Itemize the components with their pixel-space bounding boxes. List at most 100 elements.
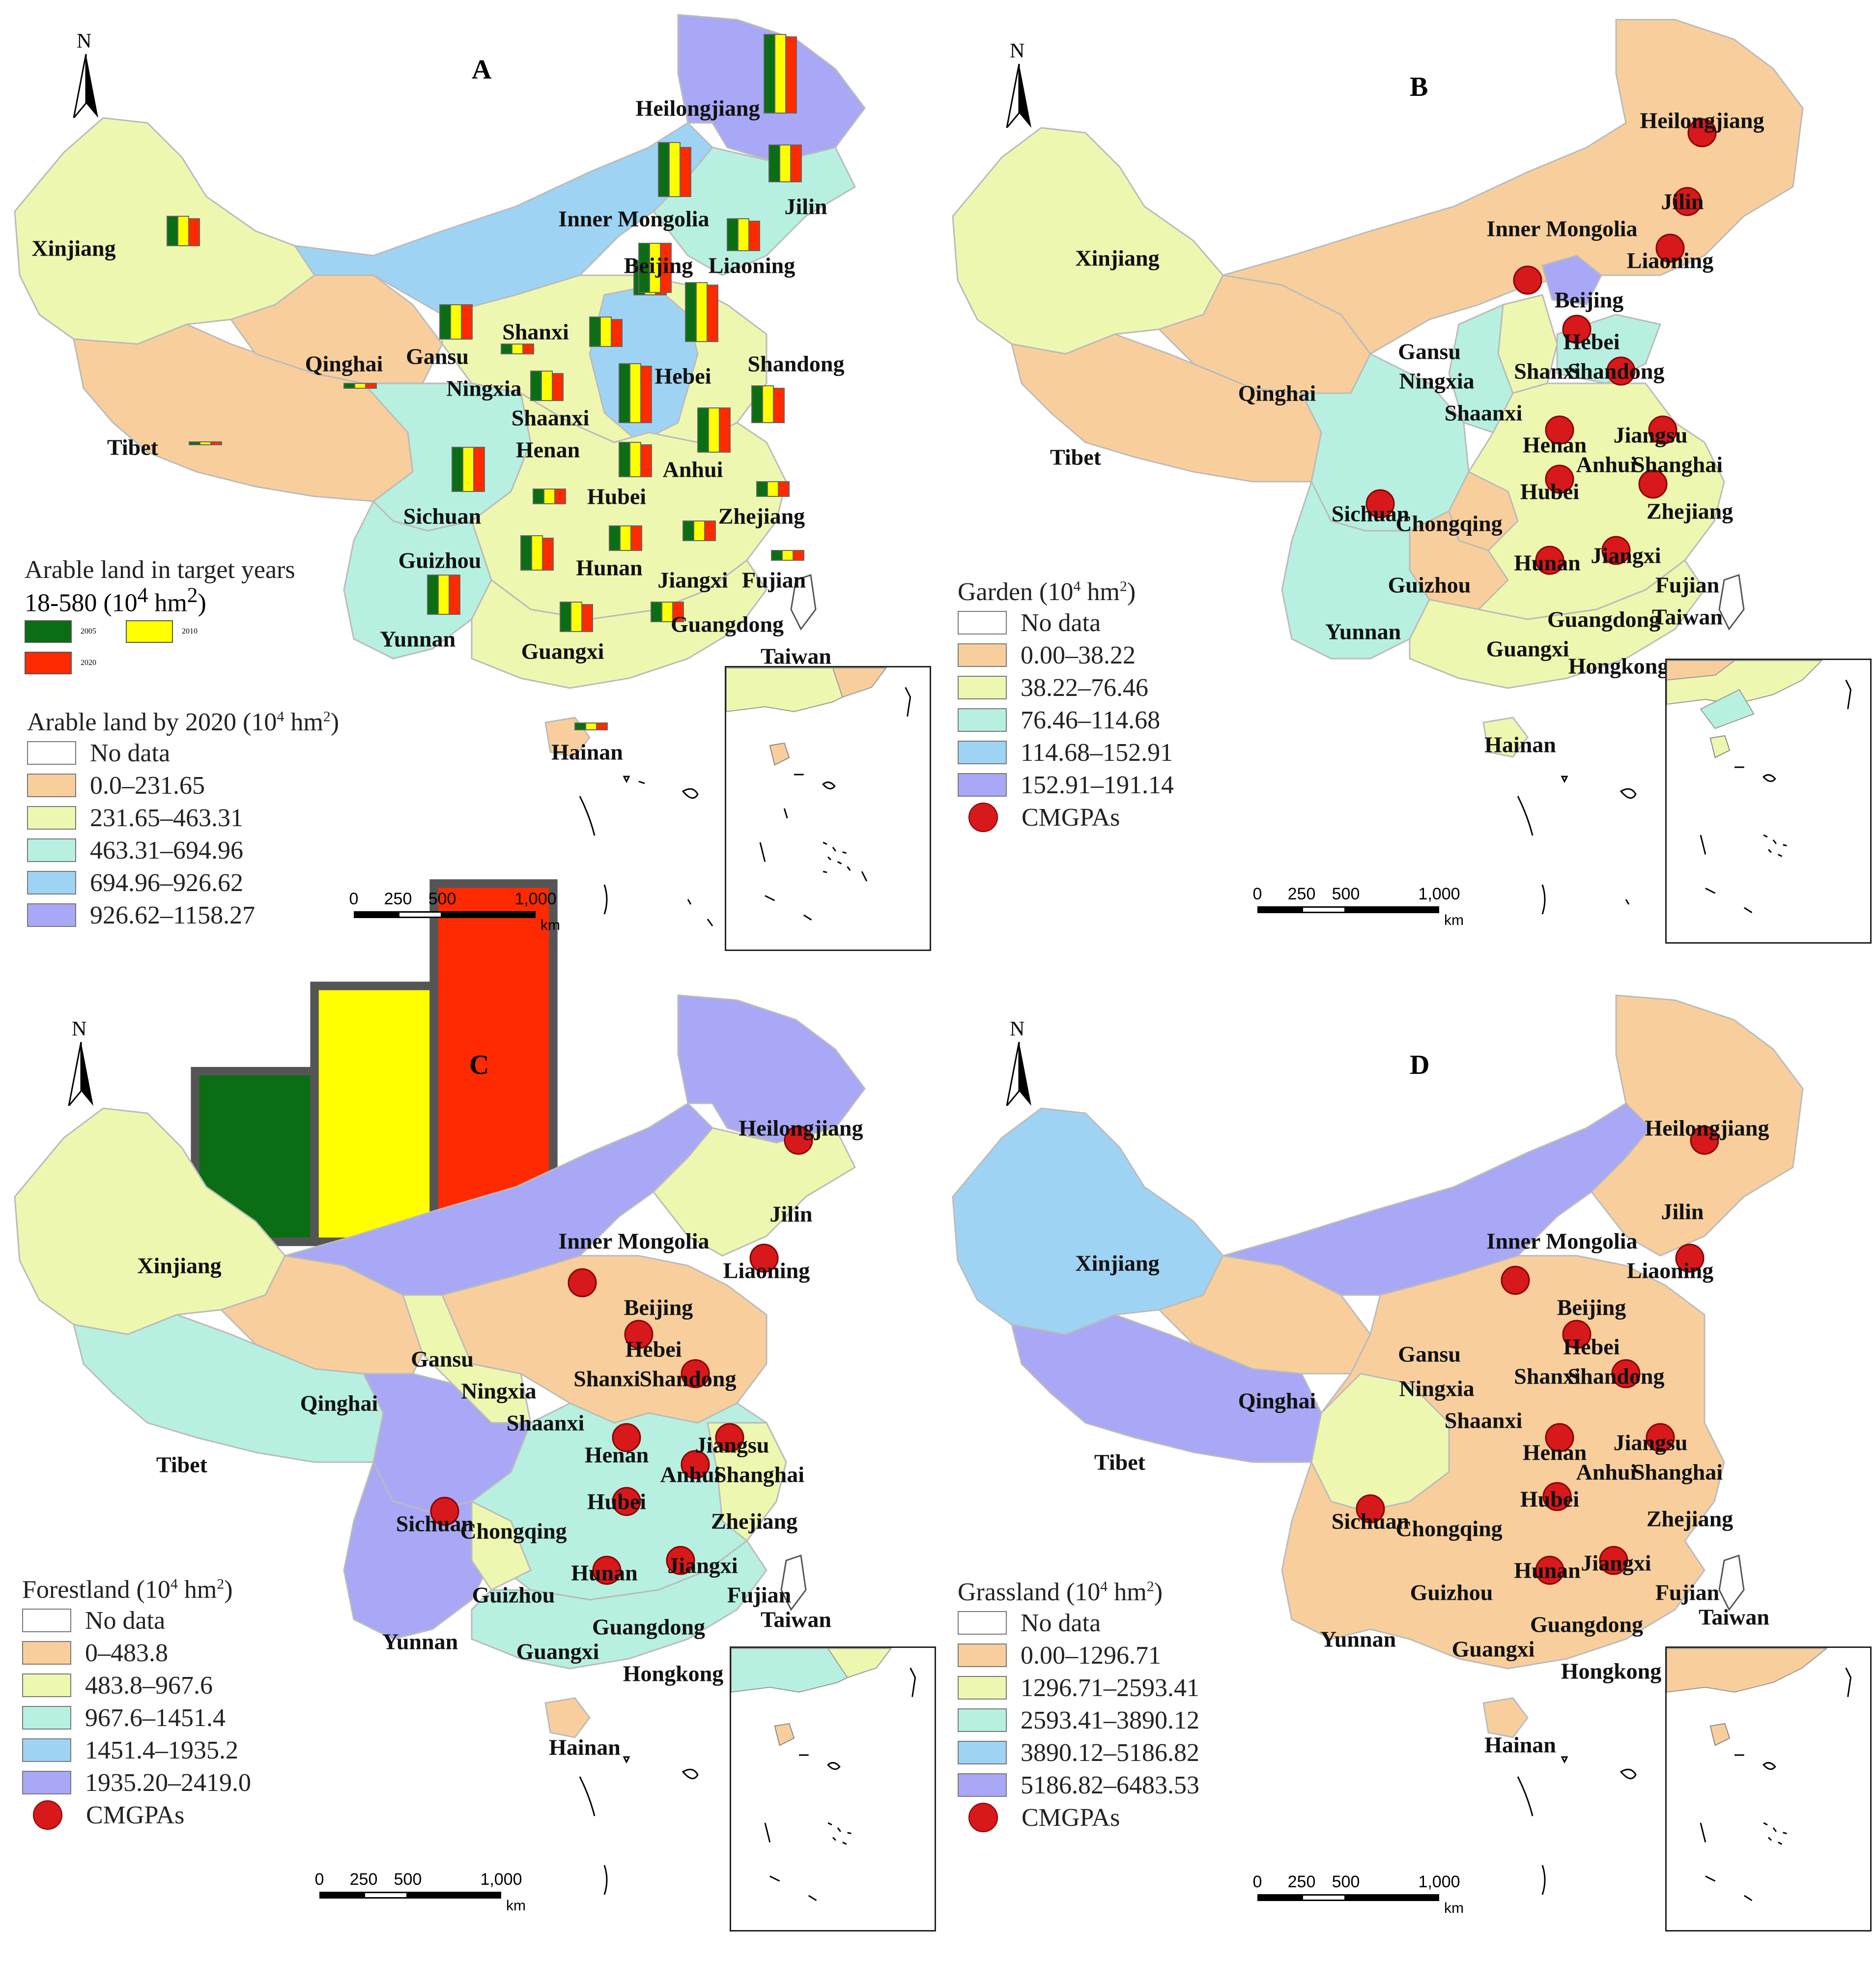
cmgpa-dot (1513, 265, 1542, 295)
north-arrow: N (997, 1017, 1041, 1106)
legend-label: 463.31–694.96 (90, 836, 243, 865)
province-label-shaanxi: Shaanxi (511, 405, 590, 431)
legend-swatch (958, 773, 1007, 797)
arable-bar-2020 (461, 304, 473, 340)
province-label-qinghai: Qinghai (1238, 380, 1316, 406)
region-beijing (1541, 255, 1602, 306)
scale-tick: 1,000 (1418, 885, 1460, 903)
cmgpa-dot (568, 1268, 597, 1298)
province-label-sichuan: Sichuan (396, 1511, 474, 1536)
province-label-liaoning: Liaoning (1626, 1258, 1714, 1283)
province-label-shanghai: Shanghai (713, 1462, 805, 1487)
arable-bar-2020 (640, 366, 652, 423)
legend-label: No data (90, 739, 171, 767)
legend-label: 152.91–191.14 (1021, 771, 1174, 799)
legend-swatch (27, 806, 76, 830)
arable-bar-2010 (199, 441, 211, 445)
province-label-taiwan: Taiwan (760, 643, 832, 669)
north-arrow: N (997, 39, 1041, 128)
cmgpa-dot (612, 1423, 641, 1452)
arable-bar-2010 (629, 363, 641, 423)
close: ) (198, 589, 206, 617)
arable-bar-2010 (450, 304, 462, 340)
sup: 2 (187, 583, 198, 607)
arable-bar-2005 (619, 442, 630, 477)
arable-bar-2020 (365, 383, 377, 389)
inset-map (726, 667, 911, 921)
close: ) (1127, 578, 1136, 606)
province-label-shanxi: Shanxi (502, 319, 569, 345)
legend-2010: 2010 (182, 627, 198, 635)
cmgpa-dot (749, 1243, 779, 1273)
legend-class-row: 0.0–231.65 (27, 769, 339, 802)
legend-swatch (22, 1706, 71, 1730)
province-label-guangdong: Guangdong (592, 1614, 706, 1640)
bar-range-label: 18-580 (10 (25, 589, 138, 617)
arable-bar-2010 (620, 525, 631, 551)
arable-bar-2005 (189, 441, 200, 445)
province-label-guangdong: Guangdong (670, 611, 784, 637)
province-label-anhui: Anhui (1576, 1459, 1637, 1485)
region-sichuan (1310, 1373, 1450, 1512)
cmgpa-dot (666, 1546, 695, 1575)
legend-swatch (22, 1641, 71, 1665)
legend-class-row: 0.00–38.22 (958, 639, 1174, 671)
province-label-beijing: Beijing (1557, 1295, 1626, 1320)
arable-bar-2020 (680, 147, 691, 197)
scale-tick: 500 (1332, 885, 1360, 903)
cmgpa-dot (430, 1497, 459, 1526)
province-label-hainan: Hainan (1484, 1732, 1556, 1758)
scale-seg (1302, 1894, 1346, 1901)
province-label-shandong: Shandong (747, 351, 845, 376)
province-label-henan: Henan (1522, 1440, 1587, 1465)
legend-swatch (958, 643, 1007, 667)
legend-class-row: 1296.71–2593.41 (958, 1672, 1199, 1704)
cmgpa-swatch (33, 1800, 62, 1830)
arable-bar-2005 (619, 363, 630, 423)
arable-bar-2010 (738, 218, 749, 251)
province-label-shanghai: Shanghai (1632, 1459, 1723, 1485)
scale-tick: 500 (428, 890, 456, 908)
province-label-chongqing: Chongqing (460, 1518, 567, 1544)
province-label-gansu: Gansu (406, 344, 469, 369)
region-taiwan (1718, 574, 1745, 631)
province-label-shanghai: Shanghai (1632, 452, 1723, 477)
panel-d: D N Heilongjiang Jilin Inner Mongolia Liaon… (938, 980, 1876, 1961)
province-label-guizhou: Guizhou (1410, 1580, 1493, 1605)
cmgpa-dot (784, 1125, 813, 1155)
arable-bar-2010 (462, 447, 474, 492)
legend-label: 0–483.8 (85, 1639, 168, 1667)
legend-label: 967.6–1451.4 (85, 1703, 226, 1732)
region-south (471, 1539, 767, 1670)
arable-bar-2005 (697, 407, 709, 453)
cmgpa-dot (681, 1359, 710, 1388)
region-east-coast (707, 1422, 787, 1542)
province-label-shaanxi: Shaanxi (1444, 1408, 1523, 1433)
class-legend: Garden (104 hm2) No data 0.00–38.22 38.22–… (958, 577, 1174, 834)
arable-bar-2010 (541, 371, 553, 401)
legend-swatch (27, 903, 76, 927)
province-label-heilongjiang: Heilongjiang (635, 95, 760, 121)
sup: 4 (137, 583, 148, 607)
south-sea-inset (725, 666, 931, 951)
province-label-henan: Henan (515, 437, 580, 462)
cmgpa-dot (1365, 489, 1395, 519)
region-south (471, 559, 767, 689)
sup: 2 (1119, 578, 1127, 595)
region-taiwan (780, 1555, 807, 1611)
cmgpa-dot (1542, 1482, 1572, 1511)
legend-label: 0.00–38.22 (1021, 641, 1136, 669)
cmgpa-dot (624, 1320, 654, 1349)
panel-letter: D (1410, 1050, 1430, 1080)
scale-tick: 500 (1332, 1873, 1360, 1891)
arable-bar-2020 (554, 489, 566, 504)
cmgpa-dot (1356, 1494, 1385, 1524)
region-hainan (544, 1697, 591, 1738)
unit: hm (284, 708, 323, 736)
arable-bar-2020 (704, 520, 716, 541)
legend-label: 926.62–1158.27 (90, 901, 256, 929)
province-label-guangxi: Guangxi (521, 638, 604, 664)
cmgpa-dot (1655, 233, 1685, 263)
swatch-2005 (25, 620, 72, 643)
legend-class-row: 0–483.8 (22, 1637, 251, 1669)
